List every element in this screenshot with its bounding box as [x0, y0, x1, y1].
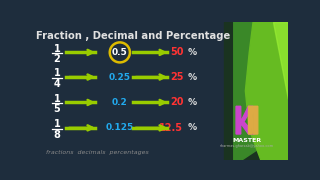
Text: %: %: [185, 98, 197, 107]
Text: 8: 8: [54, 130, 60, 140]
Text: 50: 50: [170, 47, 183, 57]
Text: 1: 1: [54, 94, 60, 104]
Polygon shape: [245, 22, 288, 160]
Text: 1: 1: [54, 119, 60, 129]
Polygon shape: [236, 106, 255, 134]
Text: 25: 25: [170, 72, 183, 82]
Text: %: %: [185, 48, 197, 57]
Polygon shape: [273, 22, 288, 99]
Text: 0.2: 0.2: [112, 98, 128, 107]
Text: fractions  decimals  percentages: fractions decimals percentages: [46, 150, 149, 155]
Text: %: %: [185, 73, 197, 82]
Text: Fraction , Decimal and Percentage: Fraction , Decimal and Percentage: [36, 31, 230, 41]
Text: 12.5: 12.5: [159, 123, 183, 133]
Text: 0.125: 0.125: [106, 123, 134, 132]
Bar: [224, 22, 288, 160]
Text: 2: 2: [54, 54, 60, 64]
Text: MASTER: MASTER: [232, 138, 261, 143]
Text: 0.25: 0.25: [109, 73, 131, 82]
Text: 1: 1: [54, 68, 60, 78]
Text: 4: 4: [54, 79, 60, 89]
Text: sharmas.gharsab@yahoo.com: sharmas.gharsab@yahoo.com: [220, 144, 274, 148]
Polygon shape: [248, 106, 258, 134]
Text: 5: 5: [54, 104, 60, 114]
Text: %: %: [185, 123, 197, 132]
Polygon shape: [234, 22, 284, 160]
Text: 0.5: 0.5: [112, 48, 128, 57]
Text: 20: 20: [170, 97, 183, 107]
Text: 1: 1: [54, 44, 60, 53]
